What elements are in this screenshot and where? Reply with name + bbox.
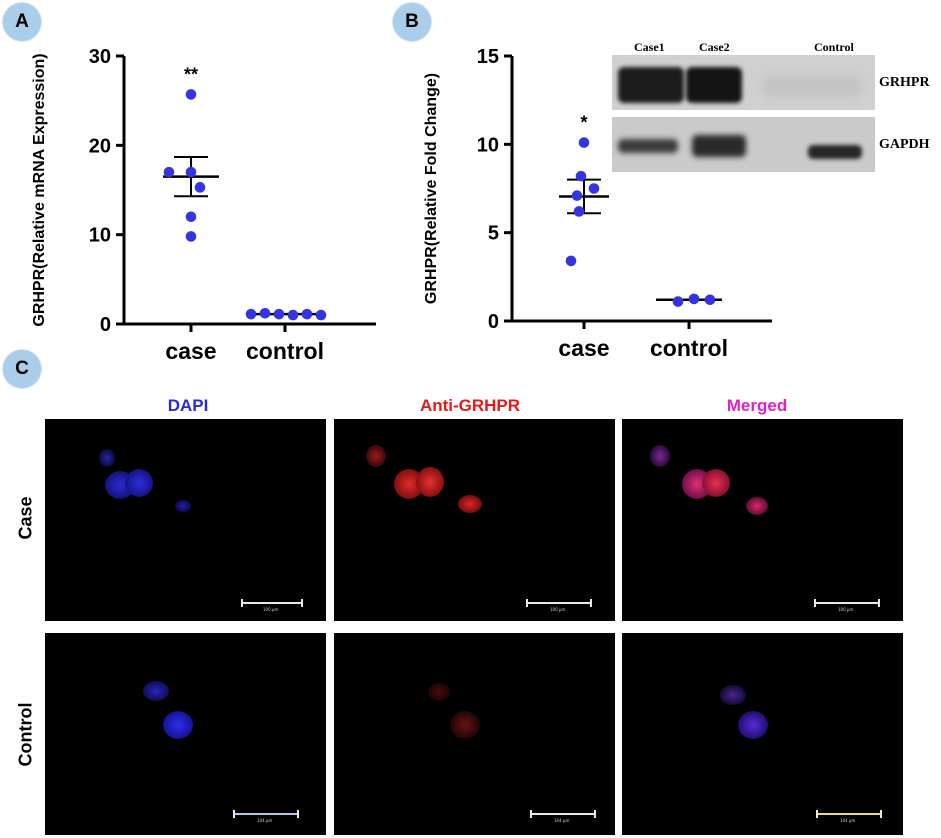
row-label-control: Control [15, 702, 36, 767]
band-case1-gapdh [618, 139, 678, 153]
cell [702, 469, 730, 497]
data-point [575, 170, 587, 182]
scale-bar [233, 810, 299, 818]
y-tick-label: 15 [477, 46, 499, 68]
panel-c-badge: C [3, 350, 41, 388]
nucleus [99, 449, 115, 467]
blot-label-grhpr: GRHPR [879, 75, 930, 90]
blot-gapdh-band-image [612, 117, 875, 172]
band-control-gapdh [808, 145, 862, 159]
chart-a: 0 10 20 30 GRHPR(Relative mRNA Expression) ca… [31, 46, 376, 364]
data-point [573, 206, 585, 217]
data-point [245, 308, 257, 320]
y-tick-label: 0 [488, 311, 499, 333]
data-point [287, 309, 299, 321]
significance-marker: ** [184, 64, 198, 84]
row-label-case: Case [15, 496, 36, 540]
x-tick-label: control [246, 338, 324, 364]
blot-lane-control: Control [814, 40, 854, 54]
data-point [704, 294, 716, 306]
panel-b-label: B [405, 11, 419, 32]
micro-case-anti-grhpr: 100 μm [334, 419, 615, 621]
scale-bar [814, 599, 880, 607]
cell [450, 711, 480, 739]
y-tick-label: 20 [89, 135, 111, 157]
scale-text: 100 μm [550, 607, 566, 612]
channel-label-dapi: DAPI [167, 396, 209, 415]
cell [746, 497, 768, 515]
data-point [565, 255, 577, 267]
micro-control-anti-grhpr: 104 μm [334, 633, 615, 835]
y-tick-label: 30 [89, 46, 111, 68]
y-axis-label: GRHPR(Relative mRNA Expression) [31, 53, 48, 326]
channel-label-anti-grhpr: Anti-GRHPR [419, 396, 521, 415]
y-tick-label: 0 [100, 314, 111, 336]
channel-label-merged: Merged [726, 396, 788, 415]
data-point [588, 183, 600, 194]
nucleus [175, 500, 191, 512]
band-case2-gapdh [692, 135, 746, 157]
data-point [185, 166, 197, 178]
band-case2-grhpr [686, 67, 742, 103]
blot-lane-case2: Case2 [699, 40, 730, 54]
data-point [315, 309, 327, 321]
data-point [185, 231, 197, 242]
data-point [301, 308, 313, 320]
micro-control-dapi: 104 μm [45, 633, 326, 835]
scale-bar [241, 599, 303, 607]
scale-bar [816, 810, 882, 818]
band-control-grhpr [762, 75, 862, 97]
data-point [185, 211, 197, 223]
x-tick-label: control [650, 335, 728, 361]
panel-b-badge: B [393, 3, 431, 41]
blot-label-gapdh: GAPDH [879, 137, 930, 152]
cell [720, 685, 746, 705]
panel-a-label: A [15, 11, 29, 32]
cell [416, 467, 444, 497]
nucleus [125, 469, 153, 497]
cell [650, 445, 670, 467]
micro-case-merged: 100 μm [622, 419, 903, 621]
data-point [185, 89, 197, 100]
scale-bar [526, 599, 592, 607]
data-point [672, 296, 684, 307]
chart-b: 0 5 10 15 GRHPR(Relative Fold Change) case * co… [423, 46, 772, 361]
scale-text: 100 μm [838, 607, 854, 612]
data-point [688, 293, 700, 305]
y-axis-label: GRHPR(Relative Fold Change) [423, 73, 440, 304]
nucleus [163, 711, 193, 739]
panel-a-badge: A [3, 3, 41, 41]
nucleus [143, 681, 169, 701]
scale-text: 104 μm [840, 818, 856, 823]
blot-lane-case1: Case1 [634, 40, 665, 54]
y-tick-label: 10 [477, 134, 499, 156]
data-point [273, 308, 285, 320]
data-point [571, 190, 583, 201]
scale-bar [530, 810, 596, 818]
cell [366, 445, 386, 467]
y-tick-label: 10 [89, 225, 111, 247]
band-case1-grhpr [618, 67, 684, 103]
micro-control-merged: 104 μm [622, 633, 903, 835]
x-tick-label: case [165, 338, 216, 364]
data-point [194, 182, 206, 193]
y-tick-label: 5 [488, 223, 499, 245]
scale-text: 104 μm [554, 818, 570, 823]
micro-case-dapi: 100 μm [45, 419, 326, 621]
cell [738, 711, 768, 739]
cell [458, 495, 482, 513]
scale-text: 100 μm [263, 607, 279, 612]
scale-text: 104 μm [257, 818, 273, 823]
data-point [578, 137, 590, 148]
data-point [163, 166, 175, 178]
cell [428, 683, 450, 701]
data-point [259, 307, 271, 319]
x-tick-label: case [558, 335, 609, 361]
significance-marker: * [580, 113, 587, 133]
blot-grhpr-band-image [612, 55, 875, 110]
panel-c-label: C [15, 358, 29, 379]
